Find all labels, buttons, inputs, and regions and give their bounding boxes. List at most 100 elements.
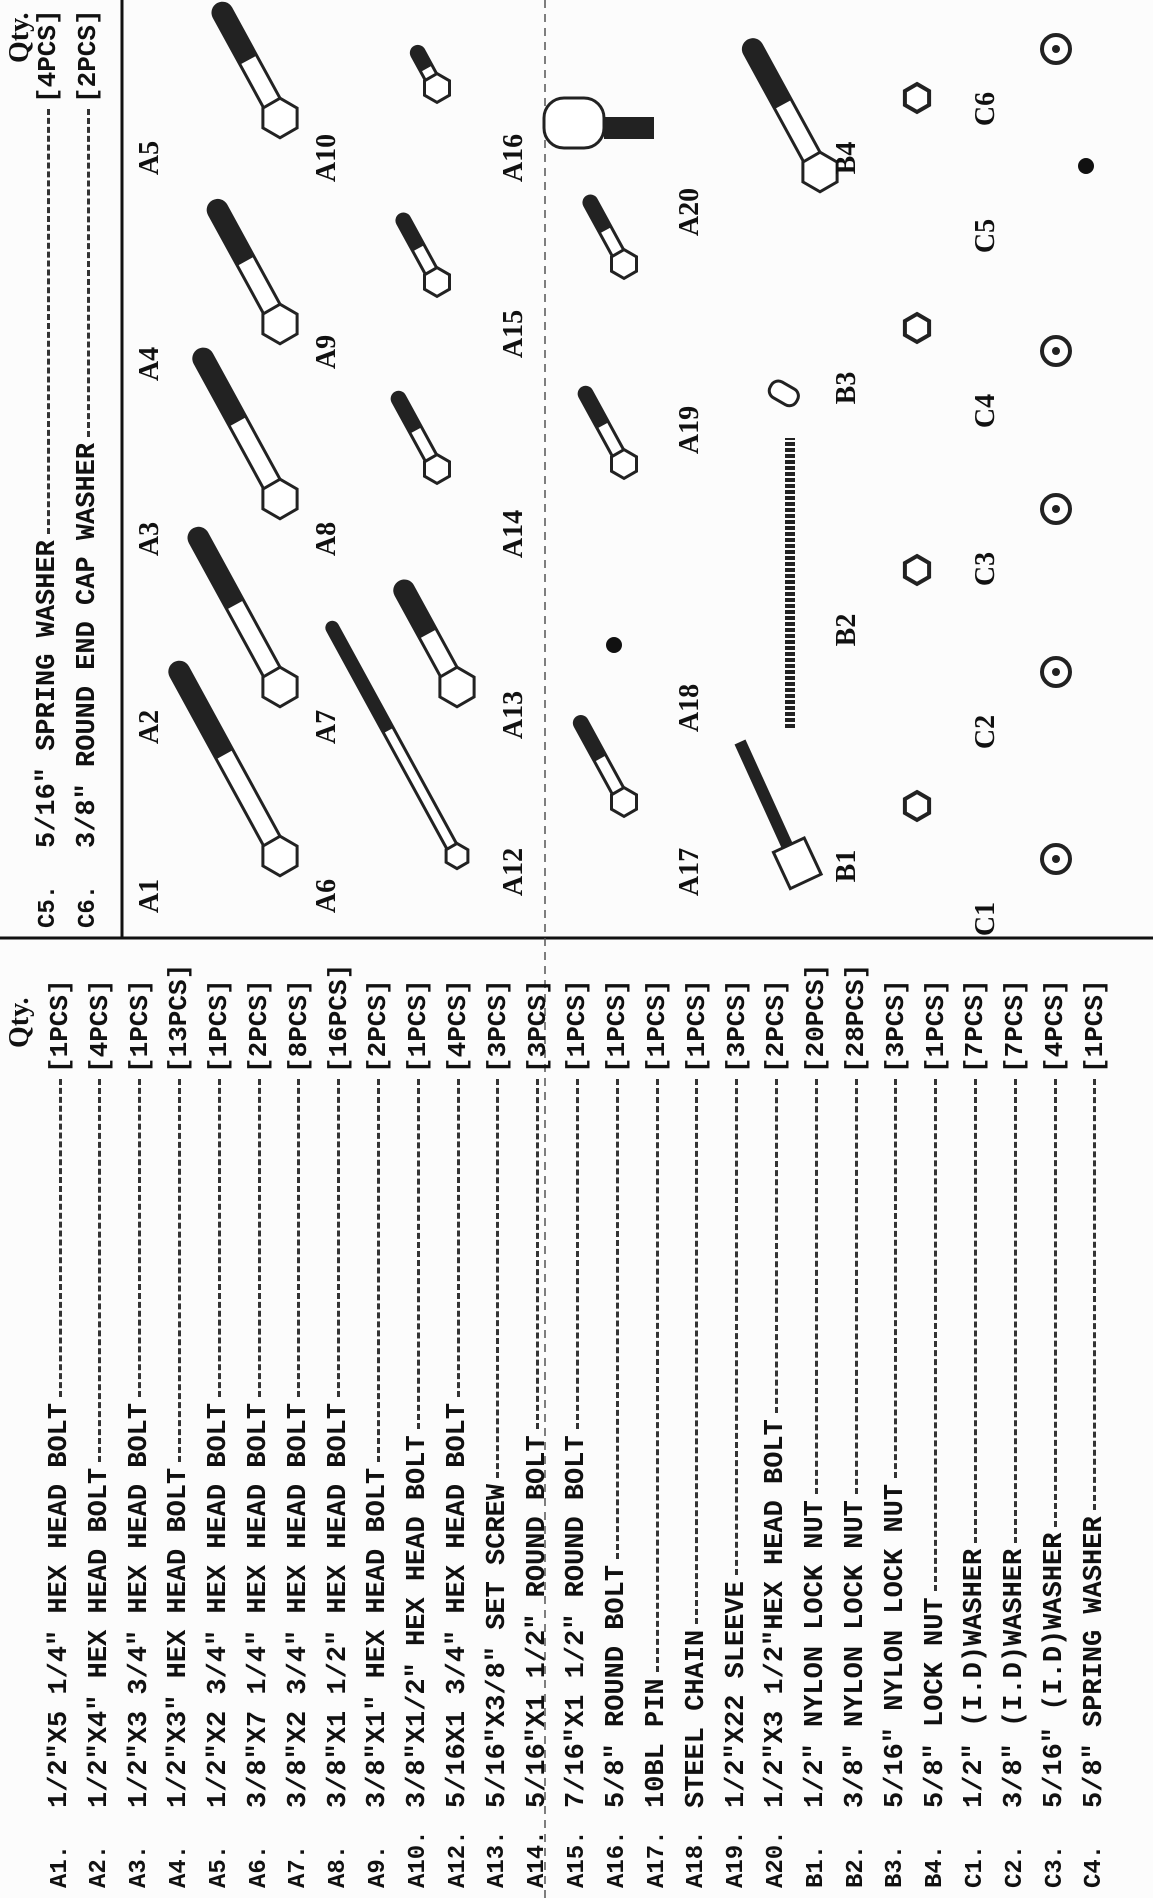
part-qty: [1PCS] <box>602 979 633 1073</box>
part-description: 1/2"X2 3/4" HEX HEAD BOLT <box>204 1402 235 1808</box>
part-label: A1 <box>134 878 165 914</box>
part-code: C6. <box>74 884 102 928</box>
leader <box>695 1079 699 1624</box>
part-description: 5/16"X1 1/2" ROUND BOLT <box>522 1435 553 1808</box>
part-description: 7/16"X1 1/2" ROUND BOLT <box>562 1435 593 1808</box>
part-code: A6. <box>245 1844 273 1888</box>
part-qty: [2PCS] <box>761 979 792 1073</box>
part-label: A18 <box>674 683 705 733</box>
part-code: C2. <box>1001 1844 1029 1888</box>
part-code: A3. <box>126 1844 154 1888</box>
bolt-head <box>438 665 476 709</box>
part-description: 1/2"X22 SLEEVE <box>721 1581 752 1808</box>
part-description: 5/16" (I.D)WASHER <box>1040 1532 1070 1808</box>
list-row: A18. STEEL CHAIN [1PCS] <box>679 948 715 1888</box>
part-code: A17. <box>643 1830 671 1888</box>
part-qty: [2PCS] <box>73 9 103 103</box>
round-bolt-body <box>542 96 606 150</box>
list-row: A14. 5/16"X1 1/2" ROUND BOLT [3PCS] <box>520 948 556 1888</box>
part-code: A12. <box>444 1830 472 1888</box>
bolt-shaft-core <box>384 728 461 858</box>
dot-part <box>1078 158 1094 174</box>
part-qty: [7PCS] <box>960 979 991 1073</box>
bolt-head <box>261 302 299 346</box>
part-code: A7. <box>285 1844 313 1888</box>
list-row: A5. 1/2"X2 3/4" HEX HEAD BOLT [1PCS] <box>201 948 237 1888</box>
part-qty: [13PCS] <box>164 963 195 1073</box>
list-row: C3. 5/16" (I.D)WASHER [4PCS] <box>1037 948 1073 1888</box>
list-row: C2. 3/8" (I.D)WASHER [7PCS] <box>997 948 1033 1888</box>
part-qty: [4PCS] <box>1040 979 1070 1073</box>
part-label: A20 <box>674 187 705 237</box>
washer-hole <box>1052 855 1060 863</box>
part-description: 5/8" SPRING WASHER <box>1079 1516 1110 1808</box>
part-label: B2 <box>831 613 862 647</box>
part-code: B3. <box>882 1844 910 1888</box>
leader <box>814 1079 818 1495</box>
list-row: B2. 3/8" NYLON LOCK NUT [28PCS] <box>838 948 874 1888</box>
part-label: A2 <box>134 709 165 745</box>
leader <box>496 1079 500 1478</box>
leader <box>735 1079 739 1576</box>
nut <box>902 553 932 587</box>
part-code: A8. <box>325 1844 353 1888</box>
part-code: C5. <box>34 884 62 928</box>
part-description: 1/2"X3" HEX HEAD BOLT <box>164 1467 195 1808</box>
part-qty: [16PCS] <box>323 963 354 1073</box>
bolt-head <box>423 452 451 486</box>
sleeve <box>767 379 800 408</box>
part-description: 5/8" ROUND BOLT <box>602 1564 633 1808</box>
part-description: 3/8" (I.D)WASHER <box>1000 1548 1031 1808</box>
part-qty: [4PCS] <box>84 979 115 1073</box>
pin-block <box>771 835 824 891</box>
leader <box>536 1079 540 1430</box>
part-label: C2 <box>970 714 1001 750</box>
bolt-head <box>261 834 299 878</box>
part-qty: [28PCS] <box>841 963 871 1073</box>
part-code: A14. <box>524 1830 552 1888</box>
part-label: A14 <box>498 509 529 559</box>
qty-header: Qty. <box>4 997 35 1048</box>
part-qty: [1PCS] <box>562 979 593 1073</box>
part-qty: [1PCS] <box>1079 979 1110 1073</box>
bolt-head <box>423 265 451 299</box>
list-row: B4. 5/8" LOCK NUT [1PCS] <box>918 948 954 1888</box>
part-qty: [7PCS] <box>1000 979 1031 1073</box>
part-code: C1. <box>961 1844 989 1888</box>
part-qty: [3PCS] <box>880 979 911 1073</box>
leader <box>575 1079 579 1430</box>
leader <box>854 1079 858 1495</box>
list-row: C1. 1/2" (I.D)WASHER [7PCS] <box>957 948 993 1888</box>
leader <box>98 1079 102 1462</box>
leader <box>416 1079 420 1430</box>
part-code: C4. <box>1081 1844 1109 1888</box>
part-description: 1/2"X3 3/4" HEX HEAD BOLT <box>124 1402 155 1808</box>
bolt-head <box>261 477 299 521</box>
part-label: A12 <box>498 847 529 897</box>
part-qty: [1PCS] <box>920 979 951 1073</box>
list-row: B1. 1/2" NYLON LOCK NUT [20PCS] <box>798 948 834 1888</box>
part-description: 1/2"X4" HEX HEAD BOLT <box>84 1467 115 1808</box>
list-row: A16. 5/8" ROUND BOLT [1PCS] <box>599 948 635 1888</box>
leader <box>297 1079 301 1397</box>
part-description: 5/16"X3/8" SET SCREW <box>482 1483 513 1808</box>
list-row: A7. 3/8"X2 3/4" HEX HEAD BOLT [8PCS] <box>281 948 317 1888</box>
part-code: A19. <box>723 1830 751 1888</box>
part-qty: [3PCS] <box>482 979 513 1073</box>
part-qty: [3PCS] <box>721 979 752 1073</box>
part-qty: [1PCS] <box>124 979 155 1073</box>
part-description: 3/8"X2 3/4" HEX HEAD BOLT <box>283 1402 314 1808</box>
part-qty: [20PCS] <box>801 963 832 1073</box>
leader <box>1013 1079 1017 1543</box>
part-description: 10BL PIN <box>642 1678 672 1808</box>
part-description: 1/2"X3 1/2"HEX HEAD BOLT <box>761 1419 792 1808</box>
part-code: A15. <box>563 1830 591 1888</box>
leader <box>86 109 90 437</box>
washer-hole <box>1052 505 1060 513</box>
list-row: B3. 5/16" NYLON LOCK NUT [3PCS] <box>878 948 914 1888</box>
part-label: A13 <box>498 690 529 740</box>
part-qty: [4PCS] <box>33 9 63 103</box>
part-label: A5 <box>134 140 165 176</box>
list-row: C5. 5/16" SPRING WASHER [4PCS] <box>30 3 66 928</box>
